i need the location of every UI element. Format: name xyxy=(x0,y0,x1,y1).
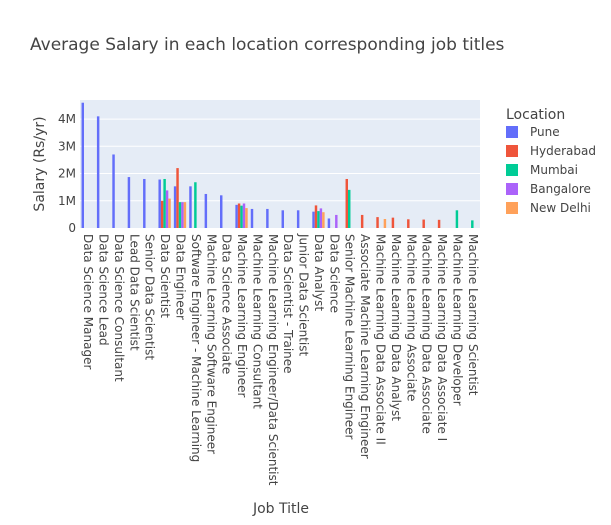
x-tick-label: Machine Learning Developer xyxy=(450,234,464,406)
x-tick-label: Software Engineer - Machine Learning xyxy=(189,234,203,462)
legend-label: Hyderabad xyxy=(530,144,596,158)
bar xyxy=(319,208,323,228)
legend-swatch xyxy=(506,202,518,214)
bar xyxy=(376,217,379,228)
legend-swatch xyxy=(506,126,518,138)
bar xyxy=(158,179,161,228)
x-tick-label: Senior Data Scientist xyxy=(143,234,157,360)
x-tick-label: Machine Learning Data Associate I xyxy=(435,234,449,441)
y-tick-label: 4M xyxy=(58,112,76,126)
x-tick-label: Machine Learning Engineer/Data Scientist xyxy=(266,234,280,486)
bar xyxy=(407,219,410,228)
bar xyxy=(281,210,284,228)
x-tick-label: Data Science Manager xyxy=(81,234,95,369)
bar xyxy=(127,177,131,228)
bar xyxy=(143,178,146,228)
legend-swatch xyxy=(506,145,518,157)
legend-label: Mumbai xyxy=(530,163,578,177)
bar xyxy=(317,211,320,228)
y-tick-label: 3M xyxy=(58,139,76,153)
x-tick-label: Data Analyst xyxy=(312,234,326,311)
legend-title: Location xyxy=(506,107,565,123)
bar xyxy=(96,116,100,228)
x-tick-label: Data Science xyxy=(327,234,341,313)
bar xyxy=(163,178,166,228)
bar xyxy=(345,178,348,228)
x-tick-label: Data Engineer xyxy=(174,234,188,320)
bar xyxy=(437,219,441,228)
bar xyxy=(327,218,331,228)
bar xyxy=(314,205,318,228)
bar-marks xyxy=(81,102,474,228)
bar xyxy=(242,203,246,228)
legend-label: Pune xyxy=(530,125,560,139)
x-tick-labels: Data Science Manager Data Science Lead Dat… xyxy=(81,233,480,486)
bar xyxy=(168,198,171,228)
bar xyxy=(237,203,241,228)
bar xyxy=(322,212,325,228)
bar xyxy=(181,202,184,228)
x-tick-label: Junior Data Scientist xyxy=(297,233,311,356)
y-tick-label: 2M xyxy=(58,167,76,181)
bar xyxy=(471,220,474,228)
bar xyxy=(360,214,364,228)
bar xyxy=(245,208,248,228)
x-tick-label: Machine Learning Engineer xyxy=(235,234,249,397)
x-tick-label: Machine Learning Software Engineer xyxy=(204,234,218,454)
bar xyxy=(112,154,115,228)
bar xyxy=(422,219,425,228)
bar xyxy=(250,208,254,228)
y-tick-labels: 0 1M 2M 3M 4M xyxy=(58,112,76,235)
bar xyxy=(235,204,238,228)
bar xyxy=(173,186,177,228)
bar xyxy=(81,102,84,228)
legend-label: Bangalore xyxy=(530,182,591,196)
y-tick-label: 0 xyxy=(68,221,76,235)
x-tick-label: Data Science Lead xyxy=(97,234,111,346)
y-tick-label: 1M xyxy=(58,194,76,208)
bar xyxy=(383,219,387,228)
bar xyxy=(220,195,223,228)
legend-swatch xyxy=(506,164,518,176)
x-tick-label: Machine Learning Consultant xyxy=(250,234,264,409)
legend: Location Pune Hyderabad Mumbai Bangalore New… xyxy=(506,107,596,215)
bar xyxy=(194,182,197,228)
bar xyxy=(312,211,315,228)
x-tick-label: Associate Machine Learning Engineer xyxy=(358,234,372,459)
y-gridlines xyxy=(80,118,480,202)
chart-title: Average Salary in each location correspo… xyxy=(30,35,505,55)
bar xyxy=(335,214,338,228)
bar xyxy=(296,210,300,228)
legend-items: Pune Hyderabad Mumbai Bangalore New Delhi xyxy=(506,125,596,215)
x-tick-label: Machine Learning Associate xyxy=(404,234,418,401)
x-tick-label: Data Scientist - Trainee xyxy=(281,234,295,374)
bar xyxy=(204,193,208,228)
bar xyxy=(165,190,169,228)
bar xyxy=(160,200,164,228)
bar xyxy=(240,205,243,228)
bar xyxy=(183,202,187,228)
y-axis-title: Salary (Rs/yr) xyxy=(32,116,48,211)
x-tick-label: Senior Machine Learning Engineer xyxy=(343,234,357,439)
x-tick-label: Data Scientist xyxy=(158,234,172,318)
x-tick-label: Lead Data Scientist xyxy=(127,234,141,351)
bar xyxy=(348,189,351,228)
x-axis-title: Job Title xyxy=(252,501,309,517)
x-tick-label: Machine Learning Data Associate II xyxy=(374,234,388,445)
bar xyxy=(391,217,395,228)
bar xyxy=(176,168,179,228)
x-tick-label: Machine Learning Scientist xyxy=(466,234,480,396)
x-tick-label: Machine Learning Data Analyst xyxy=(389,234,403,421)
bar xyxy=(189,186,192,228)
bar xyxy=(178,202,182,228)
bar xyxy=(455,210,459,228)
bar xyxy=(266,208,269,228)
plot-background xyxy=(80,100,480,228)
legend-label: New Delhi xyxy=(530,201,591,215)
x-tick-label: Data Science Associate xyxy=(220,234,234,374)
x-tick-label: Data Science Consultant xyxy=(112,234,126,382)
x-tick-label: Machine Learning Data Associate xyxy=(420,234,434,434)
legend-swatch xyxy=(506,183,518,195)
